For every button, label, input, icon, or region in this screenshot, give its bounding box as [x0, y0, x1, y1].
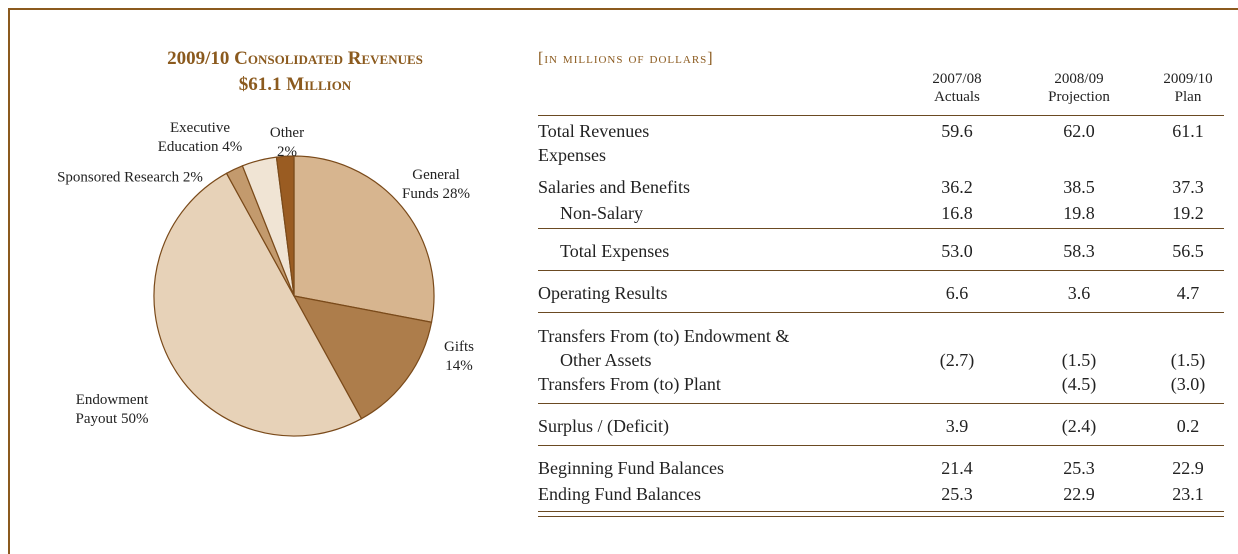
- row-label: Non-Salary: [560, 203, 643, 223]
- row-label: Expenses: [538, 145, 606, 165]
- rule: [538, 511, 1224, 512]
- column-header-line: 2008/09: [1054, 71, 1104, 87]
- cell-value: 23.1: [1172, 484, 1204, 504]
- slice-name: Executive Education: [157, 120, 230, 155]
- cell-value: (1.5): [1061, 350, 1097, 370]
- slice-name: Sponsored Research: [57, 169, 180, 186]
- pie-slice: [292, 295, 433, 420]
- cell-value: 22.9: [1063, 484, 1095, 504]
- column-header-line: 2007/08: [932, 71, 982, 87]
- cell-value: 37.3: [1172, 177, 1204, 197]
- cell-value: 19.8: [1063, 203, 1095, 223]
- slice-label: Endowment Payout 50%: [57, 391, 167, 429]
- slice-value: 50%: [120, 411, 149, 427]
- row-label: Operating Results: [538, 283, 668, 303]
- slice-value: 2%: [277, 144, 297, 160]
- column-header: 2009/10 Plan: [1133, 70, 1238, 106]
- cell-value: (2.7): [939, 350, 975, 370]
- slice-label: Other 2%: [262, 124, 312, 162]
- rule: [538, 445, 1224, 446]
- row-label: Other Assets: [560, 350, 652, 370]
- row-label: Total Expenses: [560, 241, 670, 261]
- column-header-line: Actuals: [934, 89, 980, 105]
- cell-value: 19.2: [1172, 203, 1204, 223]
- cell-value: 62.0: [1063, 121, 1095, 141]
- row-label: Surplus / (Deficit): [538, 416, 669, 436]
- slice-label: Executive Education 4%: [145, 119, 255, 157]
- slice-name: Endowment Payout: [75, 392, 149, 427]
- row-label: Beginning Fund Balances: [538, 458, 724, 478]
- cell-value: (1.5): [1170, 350, 1206, 370]
- frame: [8, 8, 1238, 10]
- cell-value: 38.5: [1063, 177, 1095, 197]
- cell-value: 16.8: [941, 203, 973, 223]
- slice-label: Sponsored Research 2%: [40, 169, 220, 188]
- slice-name: General Funds: [402, 167, 460, 202]
- cell-value: 25.3: [941, 484, 973, 504]
- row-label: Transfers From (to) Endowment &: [538, 326, 790, 346]
- rule: [538, 228, 1224, 229]
- cell-value: 61.1: [1172, 121, 1204, 141]
- column-header: 2008/09 Projection: [1024, 70, 1134, 106]
- cell-value: 53.0: [941, 241, 973, 261]
- rule: [538, 312, 1224, 313]
- pie-slice: [153, 172, 363, 437]
- column-header-line: Projection: [1048, 89, 1110, 105]
- cell-value: 3.9: [945, 416, 969, 436]
- cell-value: 6.6: [945, 283, 969, 303]
- frame: [8, 8, 10, 554]
- chart-subtitle: $61.1 Million: [238, 74, 352, 95]
- cell-value: 4.7: [1176, 283, 1200, 303]
- column-header: 2007/08 Actuals: [902, 70, 1012, 106]
- slice-value: 2%: [182, 169, 203, 186]
- rule: [538, 516, 1224, 517]
- cell-value: 36.2: [941, 177, 973, 197]
- table-caption: [in millions of dollars]: [538, 50, 714, 67]
- cell-value: 0.2: [1176, 416, 1200, 436]
- cell-value: 56.5: [1172, 241, 1204, 261]
- row-label: Ending Fund Balances: [538, 484, 701, 504]
- row-label: Transfers From (to) Plant: [538, 374, 721, 394]
- column-header-line: 2009/10: [1163, 71, 1213, 87]
- slice-value: 14%: [445, 358, 473, 374]
- rule: [538, 270, 1224, 271]
- pie-slice: [293, 155, 435, 323]
- slice-name: Other: [269, 125, 305, 141]
- chart: [153, 155, 435, 437]
- column-header-line: Plan: [1174, 89, 1202, 105]
- cell-value: (4.5): [1061, 374, 1097, 394]
- pie-slice: [275, 155, 295, 297]
- cell-value: 59.6: [941, 121, 973, 141]
- rule: [538, 115, 1224, 116]
- cell-value: 22.9: [1172, 458, 1204, 478]
- cell-value: (2.4): [1061, 416, 1097, 436]
- cell-value: (3.0): [1170, 374, 1206, 394]
- slice-value: 28%: [442, 186, 470, 202]
- row-label: Total Revenues: [538, 121, 650, 141]
- row-label: Salaries and Benefits: [538, 177, 690, 197]
- slice-label: General Funds 28%: [396, 166, 476, 204]
- cell-value: 25.3: [1063, 458, 1095, 478]
- slice-label: Gifts 14%: [434, 338, 484, 376]
- cell-value: 58.3: [1063, 241, 1095, 261]
- chart-title: 2009/10 Consolidated Revenues: [167, 48, 423, 69]
- rule: [538, 403, 1224, 404]
- cell-value: 3.6: [1067, 283, 1091, 303]
- cell-value: 21.4: [941, 458, 973, 478]
- slice-value: 4%: [222, 139, 243, 155]
- slice-name: Gifts: [444, 339, 474, 355]
